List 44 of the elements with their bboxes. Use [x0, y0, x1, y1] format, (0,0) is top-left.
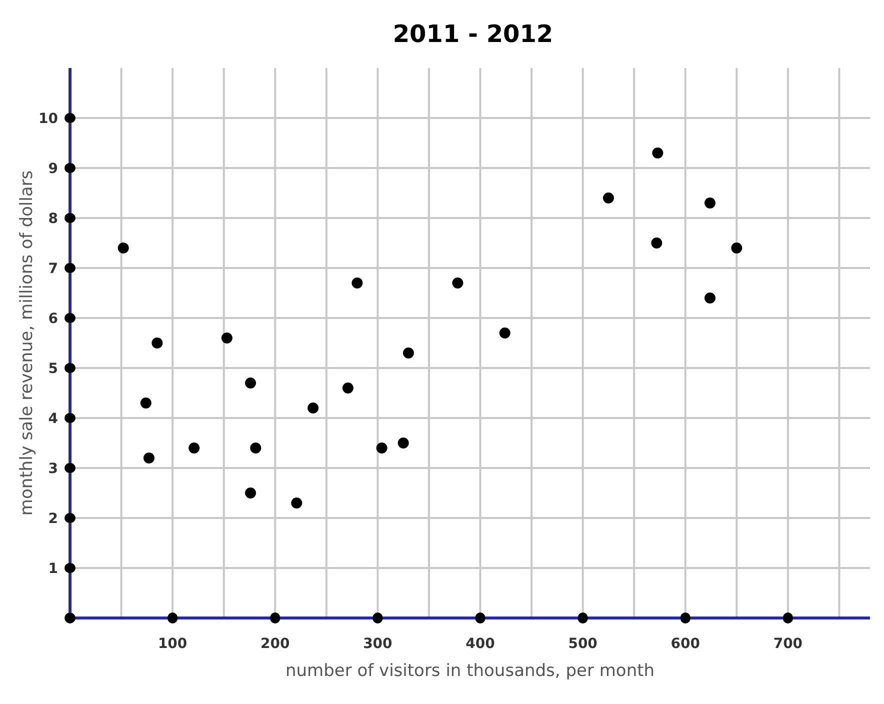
- point: [188, 442, 200, 454]
- y-axis-title: monthly sale revenue, millions of dollars: [17, 170, 37, 516]
- point: [245, 488, 256, 498]
- point: [731, 242, 742, 254]
- point: [602, 192, 614, 204]
- y-tick-label: 9: [48, 161, 58, 177]
- y-tick-label: 3: [48, 461, 58, 477]
- y-tick-label: 2: [48, 511, 58, 527]
- point: [245, 378, 256, 388]
- point: [152, 338, 163, 348]
- point: [652, 148, 664, 158]
- x-tick-label: 600: [670, 636, 700, 652]
- x-tick-label: 400: [466, 636, 496, 652]
- point: [118, 242, 129, 254]
- x-tick-label: 100: [158, 636, 188, 652]
- point: [651, 238, 662, 248]
- y-tick-label: 6: [48, 311, 58, 327]
- point: [398, 438, 409, 448]
- chart-title: 2011 - 2012: [392, 20, 554, 48]
- y-tick-label: 5: [48, 361, 58, 377]
- y-tick-label: 8: [48, 211, 58, 227]
- point: [452, 278, 464, 288]
- point: [352, 278, 363, 288]
- point: [376, 442, 388, 454]
- y-tick-label: 1: [48, 561, 58, 577]
- x-tick-label: 500: [568, 636, 598, 652]
- point: [143, 452, 154, 464]
- x-tick-label: 700: [773, 636, 803, 652]
- point: [221, 332, 232, 344]
- y-tick-label: 4: [48, 411, 58, 427]
- point: [499, 328, 510, 338]
- point: [250, 442, 262, 454]
- x-tick-label: 300: [363, 636, 393, 652]
- point: [342, 382, 354, 394]
- point: [704, 292, 716, 304]
- point: [291, 498, 302, 508]
- point: [402, 348, 414, 358]
- x-tick-label: 200: [260, 636, 290, 652]
- y-tick-label: 10: [38, 111, 58, 127]
- point: [704, 198, 716, 208]
- x-axis-title: number of visitors in thousands, per month: [285, 661, 655, 681]
- point: [308, 402, 319, 414]
- point: [140, 398, 152, 408]
- y-tick-label: 7: [48, 261, 58, 277]
